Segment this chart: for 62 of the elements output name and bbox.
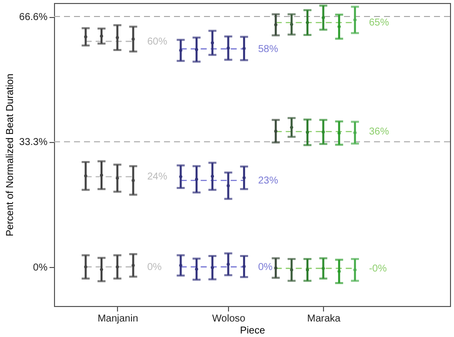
point xyxy=(242,176,246,180)
point xyxy=(338,270,341,273)
point xyxy=(84,35,88,38)
point xyxy=(353,18,357,22)
point xyxy=(116,265,119,268)
point xyxy=(179,264,182,267)
point xyxy=(226,184,230,188)
data-label: 65% xyxy=(368,18,390,29)
point xyxy=(210,41,214,44)
data-label: 58% xyxy=(258,44,278,55)
data-label: -0% xyxy=(368,263,387,274)
point xyxy=(100,268,104,272)
y-tick-label: 33.3% xyxy=(19,137,48,148)
point xyxy=(194,178,198,181)
point xyxy=(132,38,135,41)
point xyxy=(116,176,119,180)
point xyxy=(179,175,182,178)
point xyxy=(306,268,310,272)
point xyxy=(353,131,357,134)
point xyxy=(100,34,104,38)
point xyxy=(306,130,310,134)
point xyxy=(132,178,135,182)
point xyxy=(242,46,246,50)
point xyxy=(322,16,325,20)
data-label: 0% xyxy=(147,262,162,273)
point xyxy=(84,174,88,178)
point xyxy=(274,266,278,270)
data-label: 60% xyxy=(147,36,168,48)
data-label: 23% xyxy=(258,175,278,186)
point xyxy=(290,268,294,272)
data-label: 24% xyxy=(147,172,168,183)
point xyxy=(194,48,198,52)
y-tick-label: 0% xyxy=(33,262,48,274)
y-tick-label: 66.6% xyxy=(19,12,48,24)
point xyxy=(132,264,135,267)
point xyxy=(84,265,88,268)
point xyxy=(226,262,230,266)
point xyxy=(226,46,230,50)
point xyxy=(194,268,198,271)
point xyxy=(322,130,325,134)
data-label: 0% xyxy=(258,262,273,273)
point xyxy=(274,23,278,26)
data-label: 36% xyxy=(368,126,390,138)
point xyxy=(338,131,341,135)
point xyxy=(274,130,278,133)
point xyxy=(116,36,119,40)
point xyxy=(179,48,182,52)
point xyxy=(242,264,246,268)
x-tick-label: Woloso xyxy=(212,314,246,324)
point xyxy=(210,174,214,178)
point xyxy=(353,268,357,272)
x-tick-label: Manjanin xyxy=(98,314,138,324)
point xyxy=(290,22,294,26)
x-tick-label: Maraka xyxy=(307,314,341,324)
point xyxy=(290,126,294,130)
point xyxy=(338,25,341,28)
point xyxy=(322,266,325,270)
point xyxy=(306,20,310,24)
point xyxy=(210,266,214,270)
x-axis-title: Piece xyxy=(240,326,266,336)
point xyxy=(100,174,104,177)
y-axis-title: Percent of Normalized Beat Duration xyxy=(5,74,16,236)
